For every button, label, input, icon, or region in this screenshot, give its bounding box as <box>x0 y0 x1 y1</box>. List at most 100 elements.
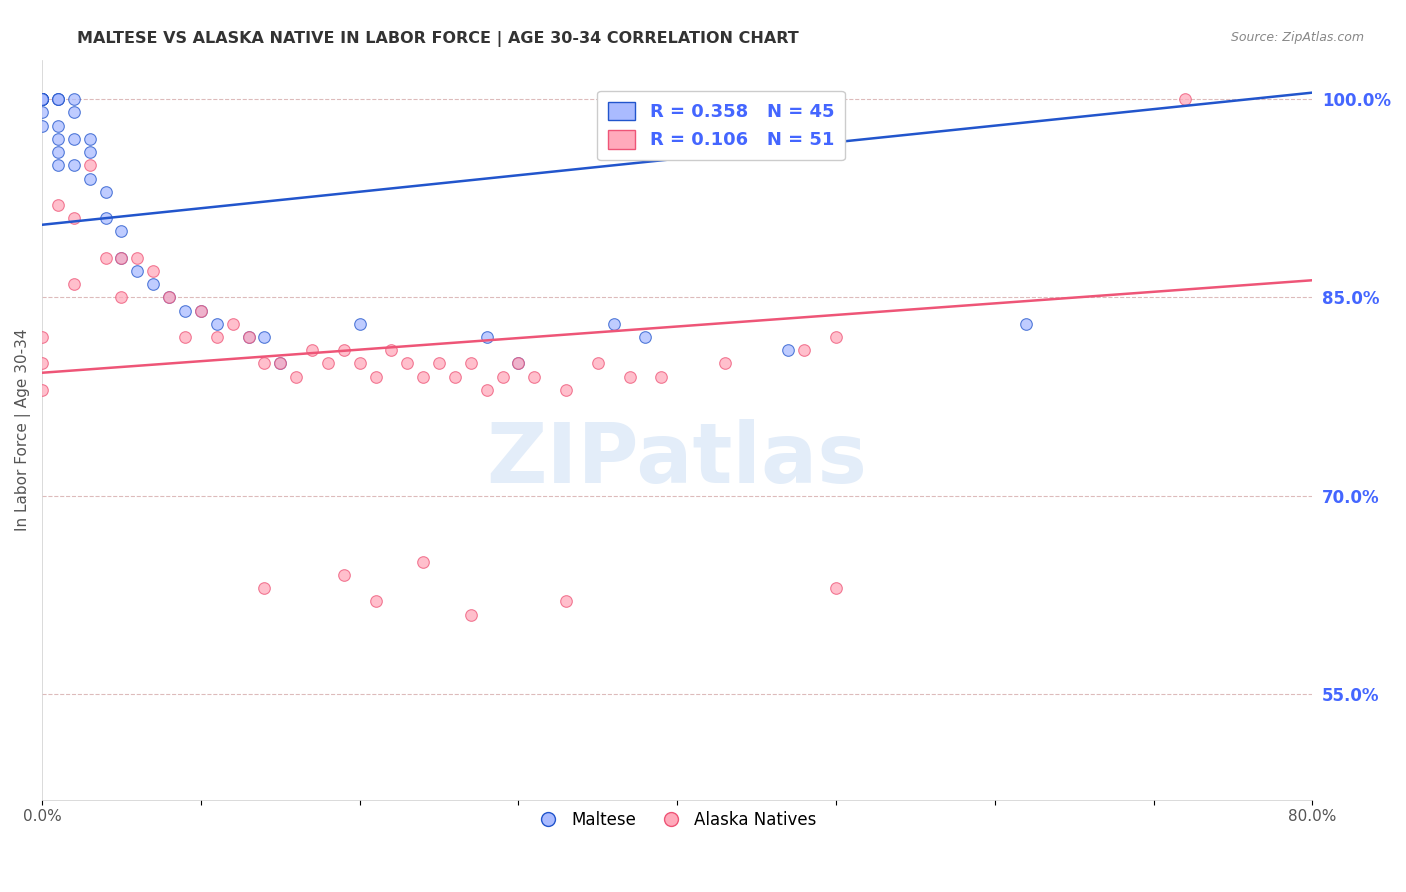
Point <box>31 92 53 106</box>
Point <box>174 303 197 318</box>
Point <box>396 357 419 371</box>
Point <box>508 357 530 371</box>
Point <box>190 303 212 318</box>
Point <box>349 317 371 331</box>
Point <box>46 198 69 212</box>
Point <box>31 92 53 106</box>
Point <box>475 330 498 344</box>
Point <box>825 581 848 595</box>
Point <box>238 330 260 344</box>
Point <box>127 251 149 265</box>
Point <box>427 357 450 371</box>
Point <box>31 105 53 120</box>
Point <box>63 105 86 120</box>
Point <box>778 343 800 358</box>
Point <box>31 92 53 106</box>
Point <box>364 594 387 608</box>
Point <box>253 330 276 344</box>
Point <box>412 555 434 569</box>
Point <box>110 251 132 265</box>
Point <box>46 158 69 172</box>
Point <box>412 369 434 384</box>
Text: ZIPatlas: ZIPatlas <box>486 418 868 500</box>
Point <box>157 290 180 304</box>
Point <box>205 317 228 331</box>
Point <box>46 92 69 106</box>
Y-axis label: In Labor Force | Age 30-34: In Labor Force | Age 30-34 <box>15 328 31 531</box>
Point <box>46 92 69 106</box>
Point <box>491 369 513 384</box>
Point <box>190 303 212 318</box>
Point <box>714 357 737 371</box>
Point <box>619 369 641 384</box>
Point <box>523 369 546 384</box>
Point <box>586 357 609 371</box>
Point <box>79 171 101 186</box>
Point <box>110 224 132 238</box>
Point <box>31 92 53 106</box>
Point <box>46 132 69 146</box>
Point <box>793 343 815 358</box>
Point <box>79 158 101 172</box>
Point <box>31 92 53 106</box>
Point <box>127 264 149 278</box>
Point <box>31 92 53 106</box>
Point <box>508 357 530 371</box>
Point <box>79 132 101 146</box>
Point <box>63 92 86 106</box>
Point <box>142 277 165 292</box>
Point <box>46 92 69 106</box>
Point <box>31 92 53 106</box>
Point <box>174 330 197 344</box>
Point <box>79 145 101 160</box>
Point <box>650 369 672 384</box>
Point <box>285 369 308 384</box>
Point <box>301 343 323 358</box>
Point <box>316 357 339 371</box>
Point <box>1174 92 1197 106</box>
Point <box>238 330 260 344</box>
Point <box>349 357 371 371</box>
Point <box>94 185 117 199</box>
Point <box>444 369 467 384</box>
Point <box>31 92 53 106</box>
Point <box>253 581 276 595</box>
Point <box>269 357 291 371</box>
Point <box>205 330 228 344</box>
Point <box>380 343 402 358</box>
Point <box>634 330 657 344</box>
Point <box>31 119 53 133</box>
Point <box>63 132 86 146</box>
Point <box>31 92 53 106</box>
Point <box>825 330 848 344</box>
Point <box>602 317 624 331</box>
Point <box>94 251 117 265</box>
Point <box>63 211 86 226</box>
Point <box>460 607 482 622</box>
Point <box>63 158 86 172</box>
Legend: Maltese, Alaska Natives: Maltese, Alaska Natives <box>531 805 824 836</box>
Point <box>555 383 578 397</box>
Point <box>460 357 482 371</box>
Point <box>46 145 69 160</box>
Point <box>94 211 117 226</box>
Point <box>63 277 86 292</box>
Point <box>31 357 53 371</box>
Text: Source: ZipAtlas.com: Source: ZipAtlas.com <box>1230 31 1364 45</box>
Point <box>157 290 180 304</box>
Point <box>1015 317 1038 331</box>
Point <box>555 594 578 608</box>
Point <box>475 383 498 397</box>
Point <box>46 119 69 133</box>
Text: MALTESE VS ALASKA NATIVE IN LABOR FORCE | AGE 30-34 CORRELATION CHART: MALTESE VS ALASKA NATIVE IN LABOR FORCE … <box>77 31 799 47</box>
Point <box>269 357 291 371</box>
Point <box>333 568 356 582</box>
Point <box>333 343 356 358</box>
Point <box>110 251 132 265</box>
Point <box>221 317 243 331</box>
Point <box>31 383 53 397</box>
Point <box>110 290 132 304</box>
Point <box>253 357 276 371</box>
Point <box>142 264 165 278</box>
Point <box>31 330 53 344</box>
